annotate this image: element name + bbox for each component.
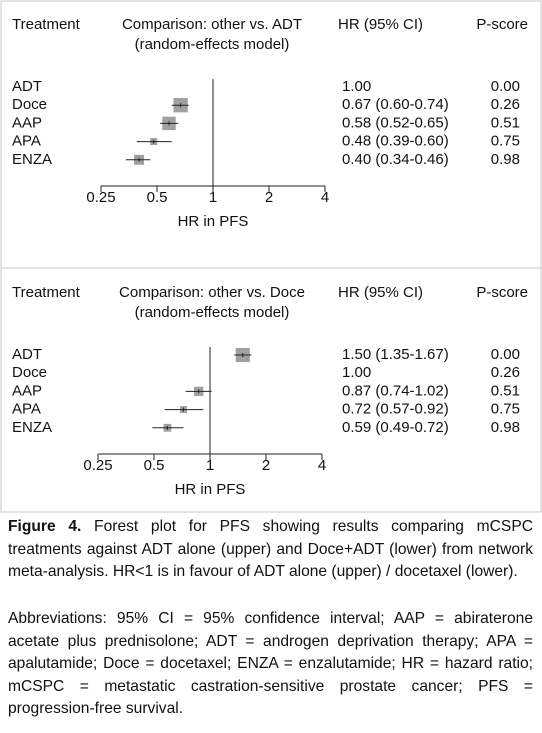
x-tick-label: 0.25 (83, 457, 112, 474)
panel-title: Comparison: other vs. ADT (122, 16, 302, 33)
treatment-label: Doce (12, 96, 47, 113)
panel-subtitle: (random-effects model) (135, 36, 290, 53)
p-score: 0.75 (491, 401, 520, 418)
p-score: 0.26 (491, 96, 520, 113)
treatment-label: ENZA (12, 419, 52, 436)
caption: Figure 4. Forest plot for PFS showing re… (8, 516, 533, 584)
hr-label: 0.48 (0.39-0.60) (342, 133, 449, 150)
treatment-label: APA (12, 401, 41, 418)
hr-label: 0.59 (0.49-0.72) (342, 419, 449, 436)
p-score: 0.75 (491, 133, 520, 150)
x-tick-label: 0.5 (147, 189, 168, 206)
x-tick-label: 1 (209, 189, 217, 206)
panel-title: Comparison: other vs. Doce (119, 284, 305, 301)
x-tick-label: 1 (206, 457, 214, 474)
figure-frame (0, 0, 542, 513)
treatment-label: Doce (12, 364, 47, 381)
x-tick-label: 0.25 (86, 189, 115, 206)
x-tick-label: 2 (262, 457, 270, 474)
treatment-label: AAP (12, 382, 42, 399)
hr-label: 0.67 (0.60-0.74) (342, 96, 449, 113)
hr-label: 1.00 (342, 78, 371, 95)
p-score: 0.00 (491, 78, 520, 95)
treatment-label: ENZA (12, 151, 52, 168)
panel-subtitle: (random-effects model) (135, 304, 290, 321)
column-header: P-score (476, 284, 528, 301)
caption-label: Figure 4. (8, 518, 82, 535)
p-score: 0.00 (491, 346, 520, 363)
figure: Treatment Comparison: other vs. ADT (rando… (0, 0, 542, 513)
hr-label: 0.87 (0.74-1.02) (342, 382, 449, 399)
x-tick-label: 4 (318, 457, 326, 474)
column-header: HR (95% CI) (338, 16, 423, 33)
column-header: HR (95% CI) (338, 284, 423, 301)
x-axis-label: HR in PFS (178, 213, 249, 230)
x-tick-label: 0.5 (144, 457, 165, 474)
treatment-label: ADT (12, 346, 42, 363)
p-score: 0.26 (491, 364, 520, 381)
abbreviations: Abbreviations: 95% CI = 95% confidence i… (8, 610, 533, 717)
x-tick-label: 4 (321, 189, 329, 206)
treatment-label: AAP (12, 114, 42, 131)
column-header: Treatment (12, 16, 81, 33)
p-score: 0.51 (491, 382, 520, 399)
p-score: 0.98 (491, 151, 520, 168)
hr-label: 1.50 (1.35-1.67) (342, 346, 449, 363)
treatment-label: ADT (12, 78, 42, 95)
caption-text: Forest plot for PFS showing results comp… (8, 518, 533, 580)
treatment-label: APA (12, 133, 41, 150)
hr-label: 1.00 (342, 364, 371, 381)
hr-label: 0.72 (0.57-0.92) (342, 401, 449, 418)
x-axis-label: HR in PFS (175, 481, 246, 498)
p-score: 0.51 (491, 114, 520, 131)
hr-label: 0.58 (0.52-0.65) (342, 114, 449, 131)
hr-label: 0.40 (0.34-0.46) (342, 151, 449, 168)
column-header: P-score (476, 16, 528, 33)
x-tick-label: 2 (265, 189, 273, 206)
p-score: 0.98 (491, 419, 520, 436)
column-header: Treatment (12, 284, 81, 301)
